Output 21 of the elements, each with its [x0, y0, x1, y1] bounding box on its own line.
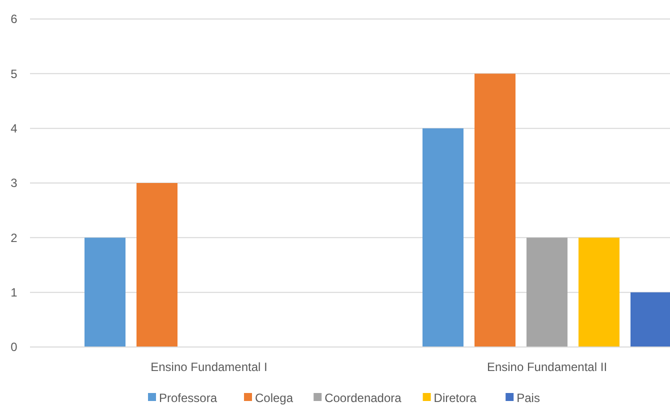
x-tick-label: Ensino Fundamental II [486, 360, 608, 374]
legend-label: Professora [159, 391, 218, 405]
y-tick-label: 4 [10, 122, 18, 136]
legend-label: Coordenadora [324, 391, 402, 405]
y-tick-label: 2 [10, 230, 18, 245]
bar [474, 74, 516, 347]
y-tick-label: 0 [10, 340, 18, 354]
bar [526, 238, 568, 347]
legend-label: Colega [255, 391, 294, 405]
y-tick-label: 1 [10, 286, 18, 300]
y-tick-label: 3 [10, 176, 18, 190]
y-tick-label: 6 [10, 12, 18, 26]
bar [630, 292, 670, 347]
bar [136, 183, 178, 347]
x-tick-label: Ensino Fundamental I [150, 360, 268, 374]
bar [422, 128, 464, 347]
legend-label: Diretora [434, 391, 477, 405]
y-tick-label: 5 [10, 66, 18, 81]
legend-label: Pais [516, 391, 540, 405]
bar [578, 238, 620, 347]
bar [84, 238, 126, 347]
